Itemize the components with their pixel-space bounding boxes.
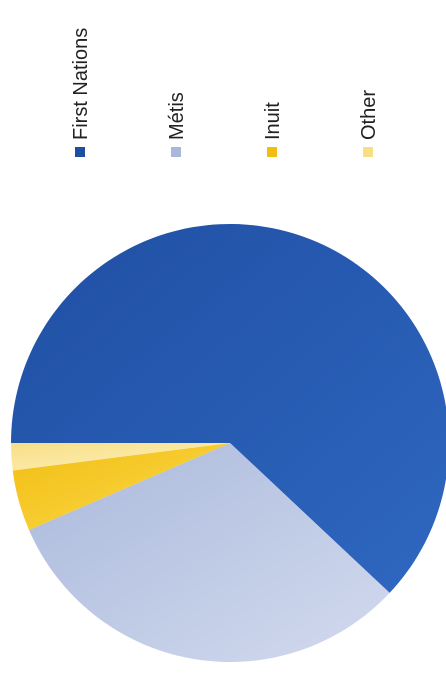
legend-marker-2 [171,147,181,157]
legend-label-1: First Nations [70,28,92,140]
legend-marker-4 [363,147,373,157]
legend-marker-3 [267,147,277,157]
chart-legend: First Nations Métis Inuit Other [70,28,380,157]
legend-label-4: Other [358,90,380,140]
pie-slices [11,224,446,662]
legend-marker-1 [75,147,85,157]
legend-label-3: Inuit [262,102,284,140]
legend-label-2: Métis [166,92,188,140]
